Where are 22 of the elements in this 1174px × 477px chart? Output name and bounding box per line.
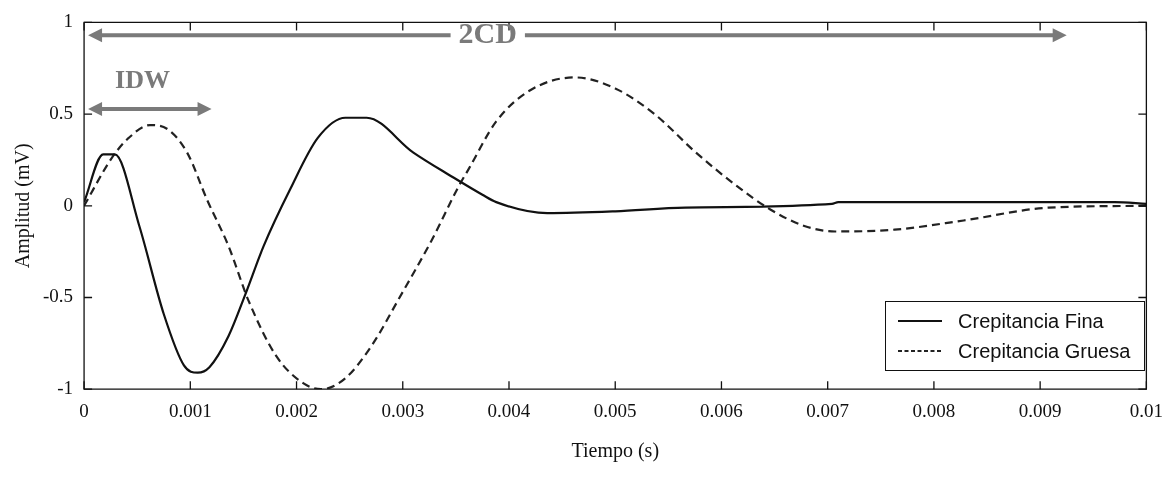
x-tick-label: 0.004 [487,399,531,421]
x-tick-label: 0.009 [1018,399,1062,421]
annotation: IDW [115,64,170,94]
y-tick-label: -0.5 [43,285,74,307]
x-tick-label: 0.003 [381,399,425,421]
y-axis-title: Amplitud (mV) [11,143,35,269]
y-tick-label: 0.5 [49,102,74,124]
legend-label: Crepitancia Gruesa [958,339,1131,365]
y-tick-label: 1 [63,10,74,32]
x-tick-label: 0.005 [593,399,637,421]
x-tick-label: 0.001 [168,399,212,421]
y-tick-label: 0 [63,193,74,215]
x-tick-label: 0.002 [275,399,318,421]
x-tick-label: 0.008 [912,399,956,421]
x-tick-label: 0 [79,399,89,421]
x-axis-title: Tiempo (s) [571,439,660,463]
y-tick-label: -1 [57,377,74,399]
x-tick-label: 0.006 [700,399,743,421]
legend-label: Crepitancia Fina [958,309,1104,335]
x-tick-label: 0.01 [1129,399,1163,421]
annotation: 2CD [458,15,517,49]
x-tick-label: 0.007 [806,399,850,421]
